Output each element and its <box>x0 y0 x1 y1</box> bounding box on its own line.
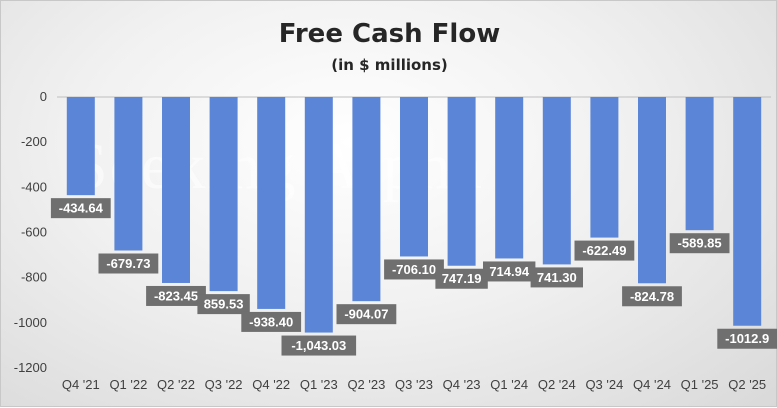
data-label: 714.94 <box>489 264 530 279</box>
x-tick-label: Q4 '22 <box>252 377 290 392</box>
y-tick-label: -400 <box>21 179 47 194</box>
data-label-box <box>384 259 444 280</box>
y-tick-label: -1000 <box>14 315 47 330</box>
data-label-box <box>241 311 302 332</box>
data-label: 747.19 <box>442 271 482 286</box>
data-label: -622.49 <box>582 243 626 258</box>
data-label-box <box>50 198 111 219</box>
data-label: -434.64 <box>59 201 104 216</box>
bar <box>400 97 428 257</box>
bar <box>257 97 286 309</box>
bar <box>352 97 381 302</box>
data-label: -1012.9 <box>725 331 769 346</box>
data-label: -1,043.03 <box>291 338 346 353</box>
x-tick-label: Q4 '24 <box>633 377 671 392</box>
x-tick-label: Q1 '23 <box>300 377 338 392</box>
x-tick-label: Q1 '22 <box>109 377 147 392</box>
data-label-box <box>336 304 397 325</box>
x-tick-label: Q3 '23 <box>395 377 433 392</box>
chart-subtitle: (in $ millions) <box>331 56 448 74</box>
bar <box>638 97 666 284</box>
x-tick-label: Q2 '24 <box>538 377 576 392</box>
data-label: -824.78 <box>630 289 674 304</box>
x-tick-label: Q4 '21 <box>62 377 100 392</box>
bar <box>685 97 714 231</box>
data-label: -679.73 <box>106 256 150 271</box>
data-label-box <box>281 335 357 356</box>
bar <box>209 97 238 292</box>
data-label-box <box>197 294 250 315</box>
data-label-box <box>717 328 777 349</box>
bar <box>66 97 95 196</box>
y-tick-label: -200 <box>21 134 47 149</box>
data-label: -589.85 <box>678 236 722 251</box>
y-tick-label: 0 <box>40 89 47 104</box>
data-label: 741.30 <box>537 270 577 285</box>
x-tick-label: Q1 '24 <box>490 377 528 392</box>
data-label: -706.10 <box>392 262 436 277</box>
data-label-box <box>530 267 583 288</box>
data-label-box <box>622 286 682 307</box>
bar <box>114 97 143 251</box>
y-tick-label: -800 <box>21 270 47 285</box>
y-tick-label: -600 <box>21 225 47 240</box>
bar <box>542 97 571 265</box>
bar <box>447 97 476 266</box>
data-label: -823.45 <box>154 288 198 303</box>
bar <box>162 97 190 283</box>
x-tick-label: Q1 '25 <box>681 377 719 392</box>
bar <box>733 97 762 326</box>
data-label: 859.53 <box>204 297 244 312</box>
data-label: -938.40 <box>249 314 293 329</box>
bar <box>590 97 619 238</box>
chart-title: Free Cash Flow <box>278 19 501 49</box>
bar <box>304 97 333 333</box>
x-tick-label: Q2 '22 <box>157 377 195 392</box>
data-label-box <box>669 233 730 254</box>
x-tick-label: Q4 '23 <box>443 377 481 392</box>
data-label-box <box>146 285 206 306</box>
x-tick-label: Q3 '22 <box>205 377 243 392</box>
bar <box>495 97 524 259</box>
x-tick-label: Q2 '25 <box>728 377 766 392</box>
data-label: -904.07 <box>344 307 388 322</box>
data-label-box <box>435 268 488 289</box>
data-label-box <box>483 261 536 282</box>
x-tick-label: Q2 '23 <box>347 377 385 392</box>
data-label-box <box>574 240 635 261</box>
data-label-box <box>98 253 159 274</box>
y-tick-label: -1200 <box>14 360 47 375</box>
x-tick-label: Q3 '24 <box>585 377 623 392</box>
